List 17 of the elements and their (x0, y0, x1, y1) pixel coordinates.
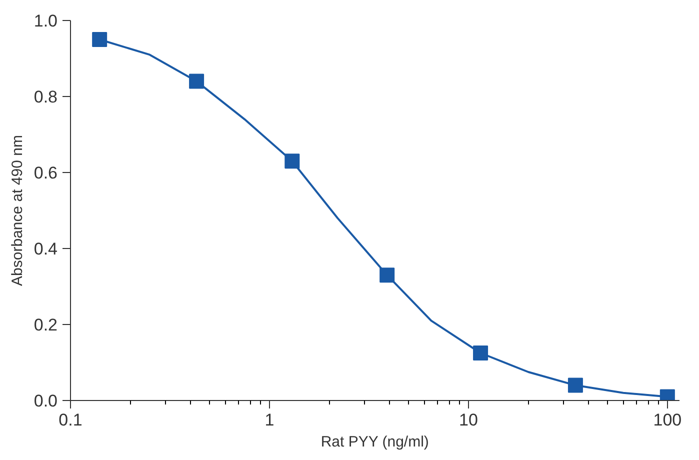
y-tick-label: 1.0 (34, 12, 58, 30)
y-tick-label: 0.2 (34, 316, 58, 334)
y-tick-label: 0.4 (34, 240, 58, 258)
y-axis-title: Absorbance at 490 nm (8, 135, 26, 286)
y-tick-label: 0.6 (34, 164, 58, 182)
point (473, 346, 488, 360)
y-tick-label: 0.8 (34, 88, 58, 106)
point (284, 154, 300, 169)
x-tick-label: 100 (653, 410, 682, 430)
point (380, 268, 395, 283)
x-axis-title: Rat PYY (ng/ml) (320, 434, 429, 450)
x-tick-label: 10 (458, 410, 478, 430)
point (568, 378, 583, 393)
y-tick-label: 0.0 (34, 392, 58, 410)
point (189, 74, 204, 89)
x-tick-label: 0.1 (58, 410, 82, 430)
x-tick-label: 1 (264, 410, 274, 430)
